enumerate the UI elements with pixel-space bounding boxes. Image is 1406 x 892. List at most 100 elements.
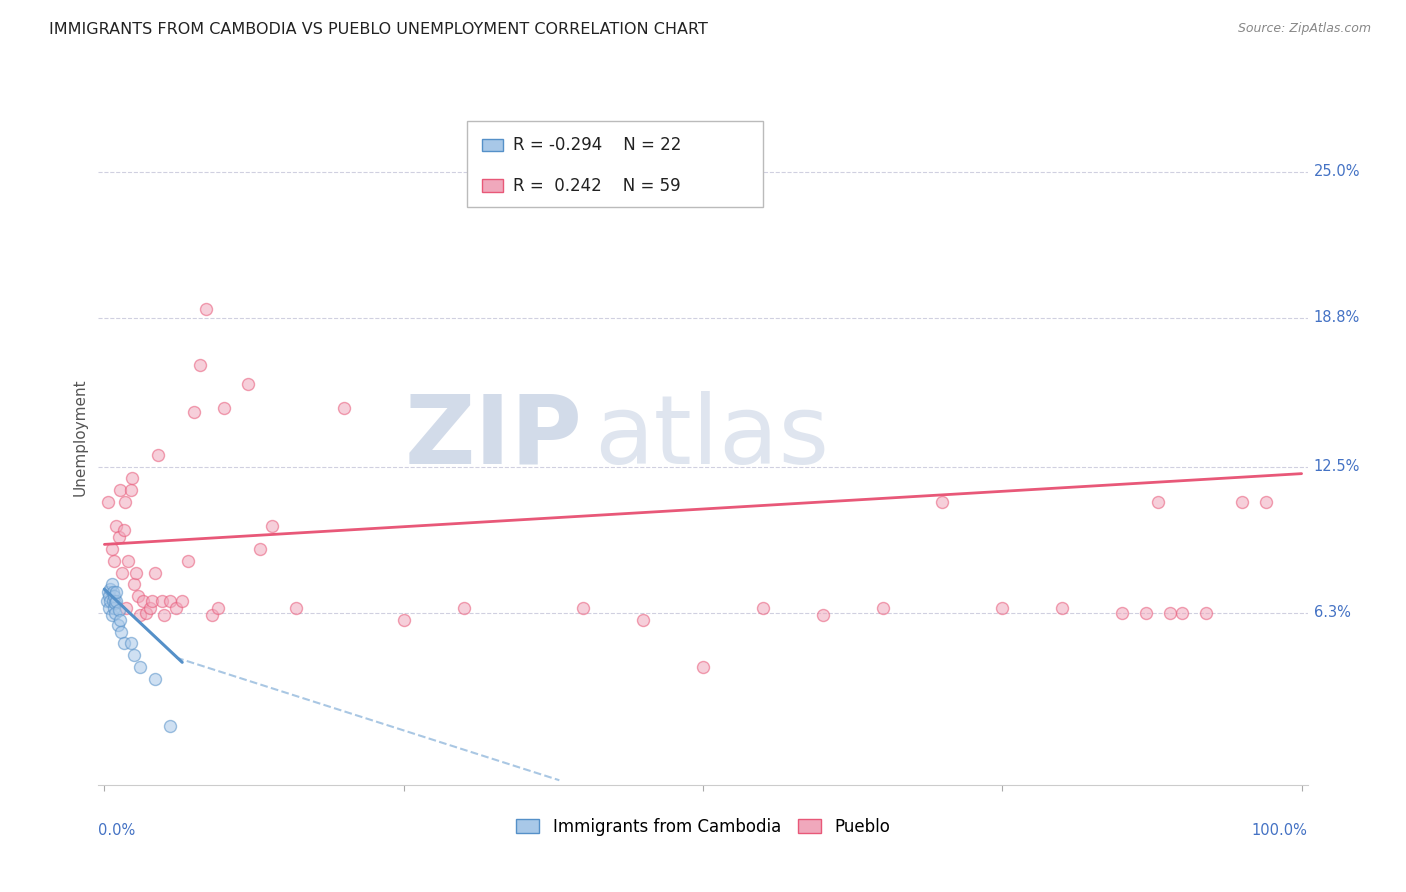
Point [107, 530, 129, 544]
Point [931, 495, 953, 509]
Text: 0.0%: 0.0% [98, 823, 135, 838]
Point [1050, 601, 1073, 615]
Text: 100.0%: 100.0% [1251, 823, 1308, 838]
Text: 12.5%: 12.5% [1313, 459, 1360, 474]
Text: R =  0.242    N = 59: R = 0.242 N = 59 [513, 177, 681, 194]
Point [141, 594, 163, 608]
Text: 6.3%: 6.3% [1313, 606, 1351, 620]
Point [100, 594, 122, 608]
Point [183, 405, 205, 419]
Point [124, 577, 146, 591]
Point [107, 617, 129, 632]
Point [117, 554, 139, 568]
Point [207, 601, 229, 615]
Point [333, 401, 356, 415]
Point [212, 401, 235, 415]
Point [104, 606, 127, 620]
Point [97, 495, 120, 509]
Point [120, 636, 142, 650]
Point [105, 518, 128, 533]
Point [101, 584, 124, 599]
Point [108, 613, 131, 627]
Point [103, 554, 125, 568]
Point [112, 523, 135, 537]
Text: 18.8%: 18.8% [1313, 310, 1360, 326]
Point [177, 554, 200, 568]
Point [100, 577, 122, 591]
Point [752, 601, 775, 615]
Point [150, 594, 173, 608]
Point [143, 672, 166, 686]
Point [100, 582, 122, 597]
Point [143, 566, 166, 580]
Point [236, 377, 259, 392]
Bar [482, 179, 503, 192]
Point [132, 594, 155, 608]
Point [1230, 495, 1253, 509]
Point [811, 608, 834, 623]
Point [100, 542, 122, 557]
Point [139, 601, 162, 615]
Point [127, 589, 149, 603]
Point [120, 483, 142, 497]
Point [159, 594, 181, 608]
Point [97, 584, 120, 599]
Point [201, 608, 224, 623]
Point [165, 601, 187, 615]
Text: R = -0.294    N = 22: R = -0.294 N = 22 [513, 136, 682, 153]
Point [103, 601, 125, 615]
Point [1254, 495, 1277, 509]
Point [104, 596, 127, 610]
Point [135, 606, 157, 620]
Point [284, 601, 307, 615]
Point [111, 566, 134, 580]
Point [107, 603, 129, 617]
Point [129, 608, 152, 623]
Point [1159, 606, 1181, 620]
Point [692, 660, 714, 674]
Point [148, 448, 170, 462]
Point [572, 601, 595, 615]
Bar [467, 120, 763, 208]
Point [114, 495, 136, 509]
Point [101, 594, 124, 608]
Point [991, 601, 1014, 615]
Point [129, 660, 152, 674]
Point [105, 594, 128, 608]
Point [115, 601, 138, 615]
Legend: Immigrants from Cambodia, Pueblo: Immigrants from Cambodia, Pueblo [509, 812, 897, 843]
Point [453, 601, 475, 615]
Point [96, 594, 118, 608]
Point [1195, 606, 1218, 620]
Point [110, 624, 132, 639]
Point [103, 589, 125, 603]
Text: ZIP: ZIP [404, 391, 582, 483]
Text: IMMIGRANTS FROM CAMBODIA VS PUEBLO UNEMPLOYMENT CORRELATION CHART: IMMIGRANTS FROM CAMBODIA VS PUEBLO UNEMP… [49, 22, 709, 37]
Point [872, 601, 894, 615]
Point [172, 594, 194, 608]
Point [159, 719, 181, 733]
Point [112, 636, 135, 650]
Y-axis label: Unemployment: Unemployment [72, 378, 87, 496]
Text: atlas: atlas [595, 391, 830, 483]
Point [188, 358, 211, 372]
Point [631, 613, 654, 627]
Point [1111, 606, 1133, 620]
Point [153, 608, 176, 623]
Text: Source: ZipAtlas.com: Source: ZipAtlas.com [1237, 22, 1371, 36]
Point [124, 566, 146, 580]
Text: 25.0%: 25.0% [1313, 164, 1360, 179]
Point [1135, 606, 1157, 620]
Point [124, 648, 146, 663]
Point [98, 589, 121, 603]
Point [108, 483, 131, 497]
Point [105, 584, 128, 599]
Bar [482, 138, 503, 151]
Point [392, 613, 415, 627]
Point [260, 518, 283, 533]
Point [100, 608, 122, 623]
Point [1147, 495, 1170, 509]
Point [195, 301, 218, 316]
Point [121, 471, 143, 485]
Point [98, 601, 121, 615]
